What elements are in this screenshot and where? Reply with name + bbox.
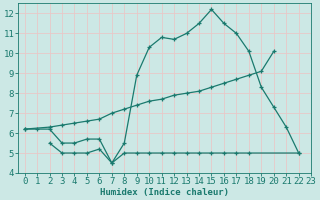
X-axis label: Humidex (Indice chaleur): Humidex (Indice chaleur) bbox=[100, 188, 229, 197]
